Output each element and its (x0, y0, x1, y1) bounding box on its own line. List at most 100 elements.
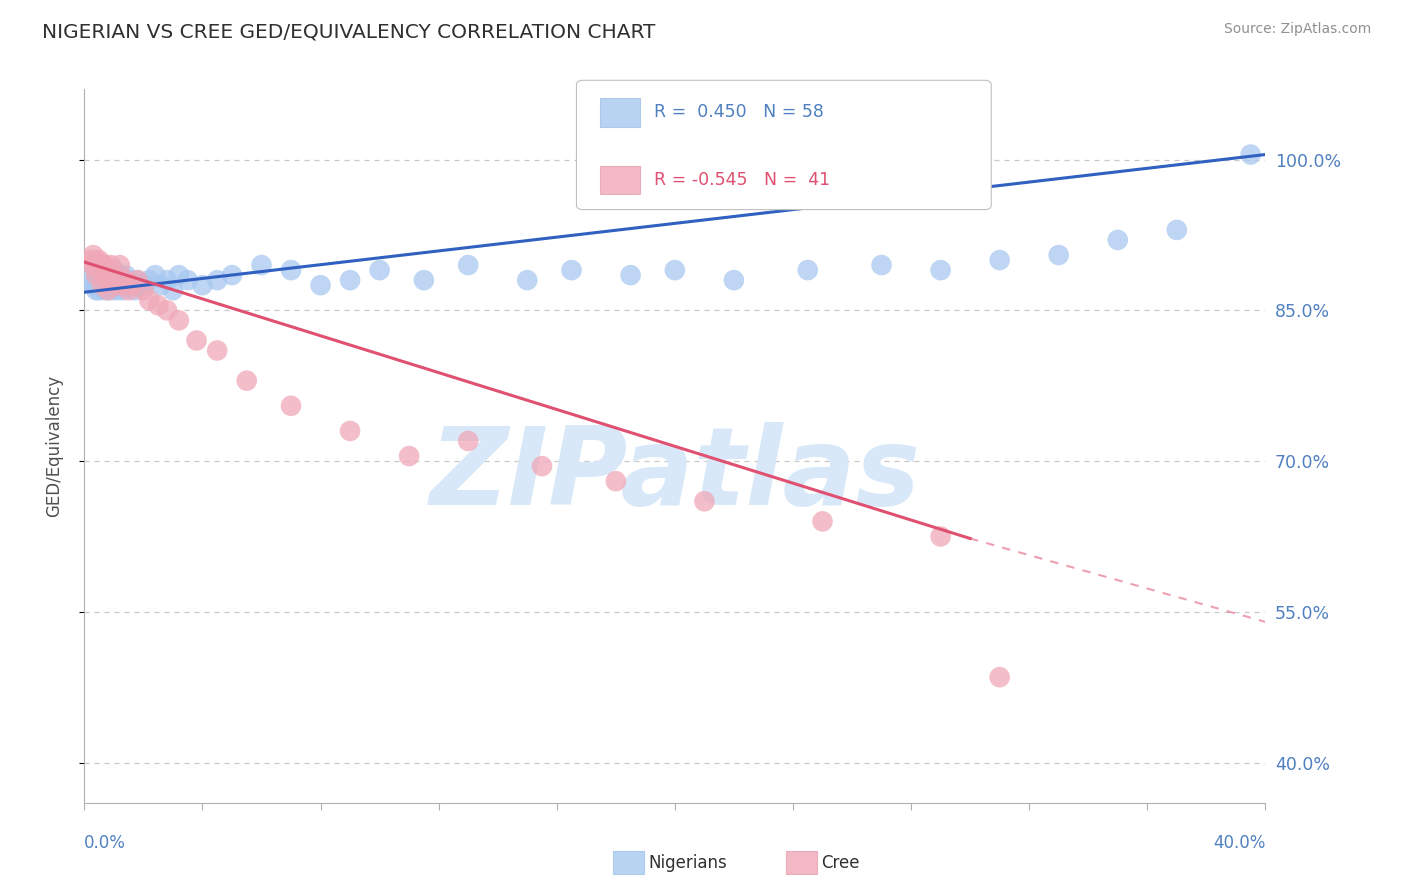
Point (221, 268, 243, 282)
Point (89, 253, 111, 268)
Point (929, 529, 952, 543)
Point (191, 278, 214, 293)
Point (94, 273, 117, 287)
Point (114, 268, 136, 282)
Point (108, 268, 131, 282)
Point (124, 283, 146, 297)
Point (108, 258, 131, 272)
Point (82, 258, 104, 272)
Point (111, 278, 134, 293)
Point (84, 268, 107, 282)
Point (530, 459, 553, 474)
Point (988, 670, 1011, 684)
Point (118, 273, 141, 287)
Point (619, 268, 641, 282)
Text: 40.0%: 40.0% (1213, 834, 1265, 852)
Point (1166, 223, 1188, 237)
Point (167, 268, 190, 282)
Y-axis label: GED/Equivalency: GED/Equivalency (45, 375, 63, 517)
Point (84, 268, 107, 282)
Text: R =  0.450   N = 58: R = 0.450 N = 58 (654, 103, 824, 121)
Text: ZIPatlas: ZIPatlas (429, 422, 921, 527)
Text: R = -0.545   N =  41: R = -0.545 N = 41 (654, 171, 830, 189)
Point (143, 268, 166, 282)
Point (89, 263, 111, 277)
Point (94, 268, 117, 282)
Point (156, 303, 179, 318)
Point (457, 434, 479, 448)
Point (84, 253, 107, 268)
Point (111, 278, 134, 293)
Point (605, 474, 627, 488)
Point (94, 258, 117, 272)
Point (97, 278, 120, 293)
Point (82, 278, 104, 293)
Point (103, 278, 125, 293)
Point (97, 283, 120, 297)
Point (560, 263, 583, 277)
Point (97, 263, 120, 277)
Point (205, 273, 228, 287)
Point (100, 283, 122, 297)
Point (162, 283, 184, 297)
Point (121, 278, 143, 293)
Point (91, 278, 114, 293)
Point (457, 258, 479, 272)
Point (236, 374, 259, 388)
Point (368, 263, 391, 277)
Point (111, 283, 134, 297)
Text: Nigerians: Nigerians (648, 855, 727, 872)
Point (100, 273, 122, 287)
Point (121, 278, 143, 293)
Point (205, 343, 228, 358)
Point (105, 283, 128, 297)
Point (114, 273, 136, 287)
Point (723, 273, 745, 287)
Point (91, 278, 114, 293)
Point (1107, 233, 1129, 247)
Point (811, 515, 834, 529)
Point (280, 263, 302, 277)
Text: 0.0%: 0.0% (84, 834, 127, 852)
Point (118, 283, 141, 297)
Point (103, 263, 125, 277)
Point (148, 298, 170, 312)
Point (1240, 147, 1263, 161)
Point (177, 273, 200, 287)
Point (79, 253, 101, 268)
Point (84, 283, 107, 297)
Text: Source: ZipAtlas.com: Source: ZipAtlas.com (1223, 22, 1371, 37)
Point (89, 263, 111, 277)
Point (100, 273, 122, 287)
Point (167, 313, 190, 327)
Point (398, 449, 420, 463)
Point (339, 424, 361, 438)
Point (309, 278, 332, 293)
Point (413, 273, 436, 287)
Point (89, 283, 111, 297)
Point (91, 268, 114, 282)
Point (516, 273, 538, 287)
Point (250, 258, 273, 272)
Point (138, 293, 160, 308)
Point (988, 253, 1011, 268)
Point (97, 263, 120, 277)
Point (664, 263, 686, 277)
Point (79, 273, 101, 287)
Point (150, 278, 173, 293)
Point (1047, 248, 1070, 262)
Point (929, 263, 952, 277)
Point (91, 258, 114, 272)
Point (100, 258, 122, 272)
Text: Cree: Cree (821, 855, 859, 872)
Point (870, 258, 893, 272)
Point (105, 273, 128, 287)
Point (280, 399, 302, 413)
Point (82, 258, 104, 272)
Point (339, 273, 361, 287)
Point (103, 268, 125, 282)
Point (94, 283, 117, 297)
Point (156, 273, 179, 287)
Text: NIGERIAN VS CREE GED/EQUIVALENCY CORRELATION CHART: NIGERIAN VS CREE GED/EQUIVALENCY CORRELA… (42, 22, 655, 41)
Point (693, 494, 716, 508)
